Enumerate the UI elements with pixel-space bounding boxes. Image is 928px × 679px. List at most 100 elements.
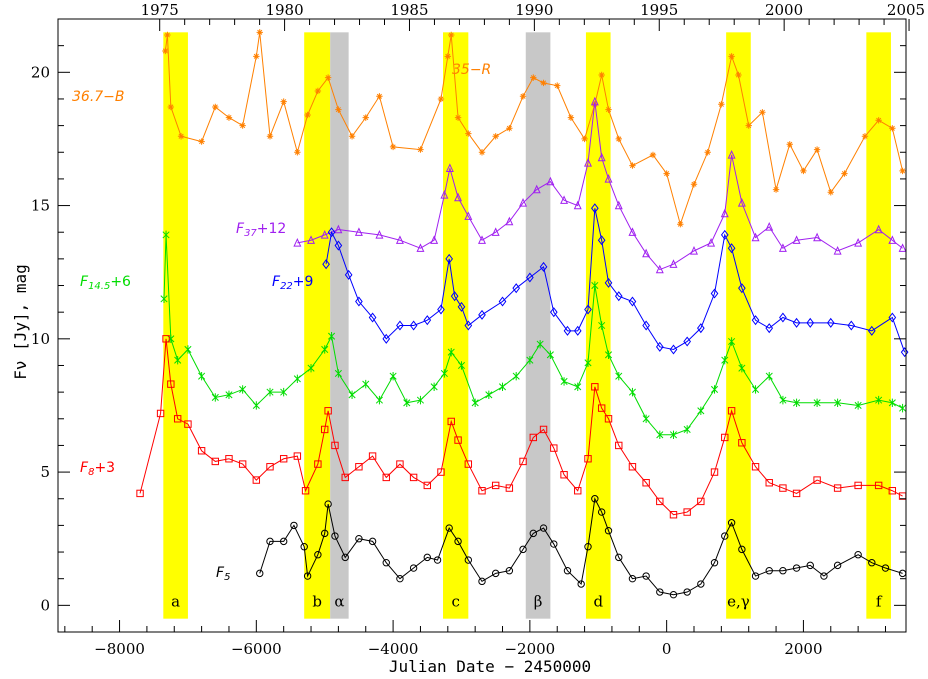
x-tick-label-0: −8000 bbox=[94, 640, 145, 658]
point-2-43 bbox=[826, 317, 835, 328]
series-line-5 bbox=[259, 497, 903, 596]
point-3-5 bbox=[198, 371, 206, 381]
point-0-59 bbox=[889, 125, 896, 132]
point-4-38 bbox=[574, 487, 582, 495]
point-4-8 bbox=[225, 455, 233, 463]
point-3-37 bbox=[591, 281, 599, 290]
point-0-12 bbox=[294, 149, 301, 156]
point-1-1 bbox=[307, 235, 316, 244]
point-4-10 bbox=[252, 476, 261, 484]
point-1-23 bbox=[597, 152, 606, 162]
point-4-45 bbox=[642, 479, 650, 487]
band-label-5: d bbox=[593, 593, 603, 611]
point-0-2 bbox=[167, 103, 175, 111]
point-4-36 bbox=[550, 444, 558, 452]
point-5-46 bbox=[765, 567, 773, 575]
point-2-44 bbox=[847, 320, 856, 331]
point-1-18 bbox=[546, 176, 555, 186]
point-5-10 bbox=[341, 553, 349, 562]
point-1-31 bbox=[707, 237, 716, 247]
point-3-59 bbox=[888, 398, 896, 407]
point-0-8 bbox=[253, 53, 260, 60]
point-5-31 bbox=[591, 495, 599, 503]
point-5-21 bbox=[478, 577, 486, 586]
point-2-34 bbox=[710, 288, 719, 299]
point-1-12 bbox=[464, 211, 473, 220]
point-4-50 bbox=[710, 468, 719, 476]
point-0-57 bbox=[861, 133, 869, 140]
y-tick-label-4: 20 bbox=[31, 63, 50, 81]
point-4-20 bbox=[355, 463, 363, 471]
point-0-37 bbox=[598, 71, 605, 79]
point-5-13 bbox=[382, 559, 390, 567]
point-4-11 bbox=[266, 463, 274, 471]
point-3-17 bbox=[348, 390, 356, 399]
point-0-40 bbox=[629, 162, 636, 169]
point-1-5 bbox=[375, 229, 384, 239]
top-tick-label-4: 1995 bbox=[640, 1, 678, 19]
point-0-9 bbox=[256, 29, 263, 36]
series-3 bbox=[160, 230, 907, 439]
point-3-44 bbox=[669, 430, 678, 439]
point-1-28 bbox=[655, 264, 664, 274]
point-5-9 bbox=[331, 532, 339, 540]
point-0-19 bbox=[376, 93, 383, 100]
point-0-28 bbox=[492, 133, 499, 140]
point-0-0 bbox=[162, 47, 169, 55]
point-1-35 bbox=[751, 232, 760, 242]
point-4-25 bbox=[423, 481, 431, 490]
point-2-7 bbox=[396, 320, 404, 331]
point-4-7 bbox=[211, 457, 219, 466]
point-4-35 bbox=[539, 425, 548, 434]
point-3-52 bbox=[765, 371, 773, 381]
point-4-42 bbox=[604, 415, 613, 423]
series-2 bbox=[322, 203, 909, 358]
point-1-33 bbox=[727, 150, 736, 159]
point-4-16 bbox=[321, 425, 329, 434]
point-2-16 bbox=[498, 296, 507, 307]
series-0 bbox=[162, 29, 906, 228]
point-5-40 bbox=[697, 580, 705, 588]
point-0-46 bbox=[718, 101, 725, 108]
point-5-7 bbox=[321, 529, 329, 538]
point-5-23 bbox=[505, 567, 514, 575]
point-4-1 bbox=[156, 409, 165, 418]
point-1-38 bbox=[792, 235, 801, 244]
y-tick-label-1: 5 bbox=[40, 463, 50, 481]
label-green: F14.5+6 bbox=[80, 274, 131, 292]
point-1-11 bbox=[454, 192, 463, 202]
point-1-25 bbox=[614, 200, 623, 210]
point-1-19 bbox=[560, 195, 569, 204]
point-5-49 bbox=[806, 561, 814, 570]
point-2-36 bbox=[727, 243, 736, 254]
point-5-14 bbox=[396, 574, 404, 583]
point-0-29 bbox=[506, 125, 513, 132]
point-4-0 bbox=[136, 489, 144, 498]
point-4-28 bbox=[454, 436, 462, 444]
point-4-44 bbox=[628, 463, 637, 471]
point-0-49 bbox=[745, 122, 752, 129]
point-3-0 bbox=[160, 294, 168, 304]
point-3-18 bbox=[362, 379, 370, 389]
point-4-9 bbox=[238, 460, 247, 468]
point-0-33 bbox=[554, 82, 561, 89]
point-5-38 bbox=[669, 590, 678, 599]
point-3-42 bbox=[642, 414, 650, 423]
point-2-21 bbox=[563, 325, 572, 336]
point-3-25 bbox=[447, 347, 455, 357]
point-5-29 bbox=[577, 580, 585, 588]
point-1-3 bbox=[334, 224, 343, 234]
band-label-6: e,γ bbox=[727, 593, 750, 611]
point-0-47 bbox=[728, 53, 735, 60]
point-4-52 bbox=[727, 407, 736, 415]
point-0-13 bbox=[304, 111, 311, 119]
point-1-24 bbox=[604, 174, 613, 183]
point-2-45 bbox=[867, 325, 876, 336]
point-2-2 bbox=[334, 240, 343, 251]
x-tick-label-1: −6000 bbox=[231, 640, 282, 658]
point-0-44 bbox=[690, 181, 698, 188]
point-3-51 bbox=[751, 385, 760, 394]
point-5-24 bbox=[519, 545, 527, 554]
point-4-47 bbox=[669, 511, 678, 519]
